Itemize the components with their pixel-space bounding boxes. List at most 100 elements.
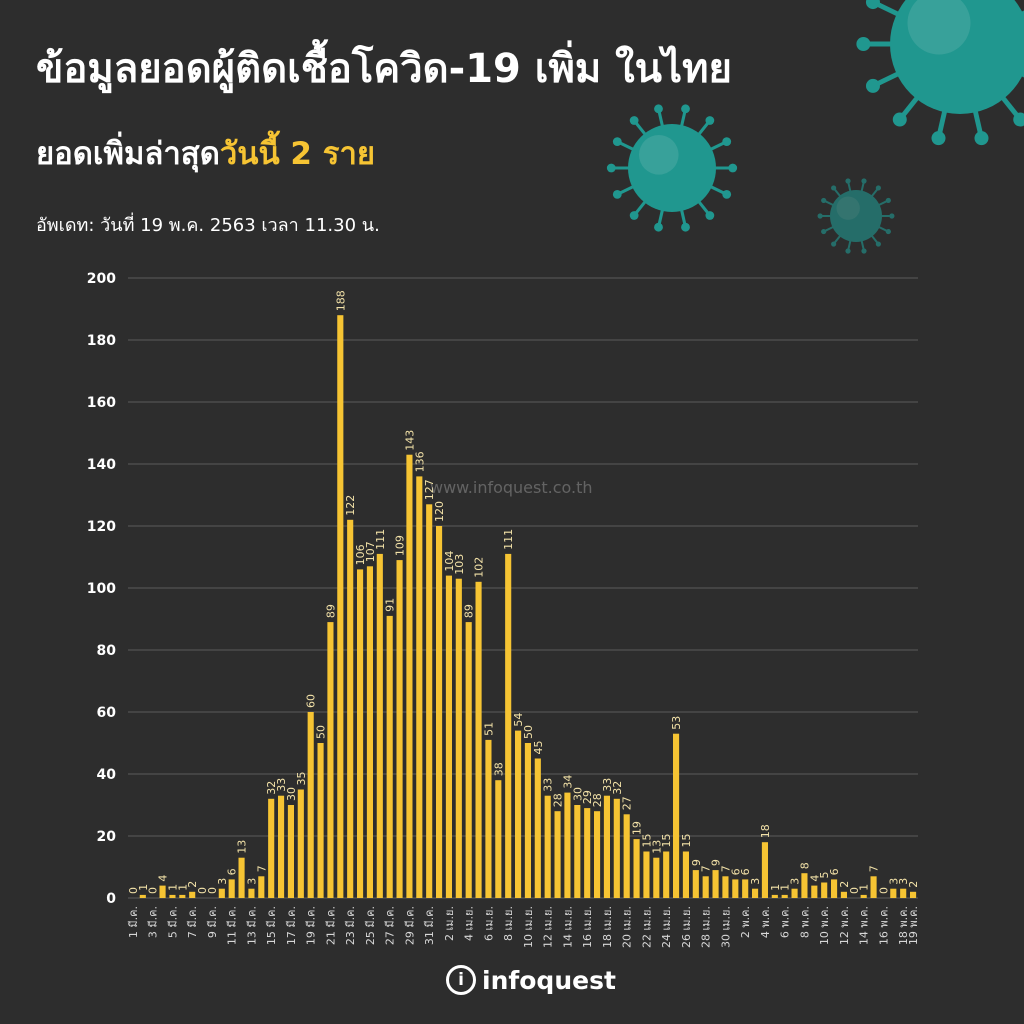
bar [870,876,877,898]
x-tick-label: 24 เม.ย. [660,906,673,948]
x-tick-label: 18 เม.ย. [601,906,614,948]
subtitle: ยอดเพิ่มล่าสุดวันนี้ 2 ราย [36,128,375,178]
y-tick-label: 40 [97,767,117,783]
bar [761,842,768,898]
data-label: 7 [719,865,732,872]
data-label: 50 [522,725,535,739]
data-label: 102 [473,557,486,578]
bar [574,805,581,898]
bar [307,712,314,898]
bar [396,560,403,898]
x-tick-label: 3 มี.ค. [147,906,160,938]
x-tick-label: 18 พ.ค. [897,906,910,945]
bar [445,575,452,898]
bar [376,553,383,898]
bar [189,891,196,898]
data-label: 33 [601,778,614,792]
x-tick-label: 16 พ.ค. [877,906,890,945]
y-tick-label: 200 [87,271,116,287]
bar [831,879,838,898]
x-tick-label: 11 มี.ค. [226,906,239,945]
x-tick-label: 29 มี.ค. [403,906,416,945]
data-label: 18 [759,824,772,838]
bar [248,888,255,898]
bar [890,888,897,898]
x-tick-label: 19 มี.ค. [305,906,318,945]
data-label: 27 [621,796,634,810]
bar [386,615,393,898]
data-label: 7 [255,865,268,872]
update-timestamp: อัพเดท: วันที่ 19 พ.ค. 2563 เวลา 11.30 น… [36,215,380,236]
bar [139,894,146,898]
y-tick-label: 20 [97,829,117,845]
data-label: 3 [897,878,910,885]
bar [169,894,176,898]
x-tick-label: 14 พ.ค. [858,906,871,945]
x-tick-label: 26 เม.ย. [680,906,693,948]
data-label: 35 [295,772,308,786]
data-label: 6 [226,868,239,875]
bar [732,879,739,898]
data-label: 34 [561,775,574,789]
bar [722,876,729,898]
data-label: 104 [443,551,456,572]
data-label: 0 [147,887,160,894]
data-label: 3 [749,878,762,885]
bar [505,553,512,898]
bar [613,798,620,898]
bar [426,504,433,898]
data-label: 111 [374,529,387,550]
data-label: 5 [818,872,831,879]
x-tick-label: 22 เม.ย. [640,906,653,948]
x-tick-label: 10 เม.ย. [522,906,535,948]
bar [218,888,225,898]
data-label: 6 [828,868,841,875]
y-tick-label: 160 [87,395,116,411]
bar [673,733,680,898]
bar [238,857,245,898]
data-label: 51 [482,722,495,736]
bar [515,730,522,898]
bar [623,814,630,898]
bar [603,795,610,898]
x-tick-label: 28 เม.ย. [700,906,713,948]
data-label: 60 [305,694,318,708]
bar [475,581,482,898]
data-label: 15 [680,834,693,848]
y-tick-label: 140 [87,457,116,473]
data-label: 0 [127,887,140,894]
x-tick-label: 27 มี.ค. [384,906,397,945]
data-label: 50 [315,725,328,739]
bar [712,870,719,898]
x-tick-label: 4 เม.ย. [463,906,476,941]
bar [485,739,492,898]
bar [366,566,373,898]
data-label: 106 [354,544,367,565]
bar [860,894,867,898]
data-label: 28 [552,793,565,807]
x-tick-label: 12 เม.ย. [542,906,555,948]
subtitle-prefix: ยอดเพิ่มล่าสุด [36,136,220,172]
bar [781,894,788,898]
data-label: 2 [838,881,851,888]
data-label: 127 [423,479,436,500]
data-label: 0 [196,887,209,894]
data-label: 122 [344,495,357,516]
x-tick-label: 31 มี.ค. [423,906,436,945]
bar [771,894,778,898]
watermark: www.infoquest.co.th [430,478,593,497]
bar [801,873,808,898]
data-label: 1 [769,884,782,891]
x-tick-label: 19 พ.ค. [907,906,920,945]
x-tick-label: 8 พ.ค. [798,906,811,938]
bar [821,882,828,898]
y-tick-label: 100 [87,581,116,597]
data-label: 7 [868,865,881,872]
data-label: 143 [403,430,416,451]
data-label: 2 [907,881,920,888]
bar [752,888,759,898]
data-label: 1 [166,884,179,891]
x-tick-label: 17 มี.ค. [285,906,298,945]
bar [455,578,462,898]
